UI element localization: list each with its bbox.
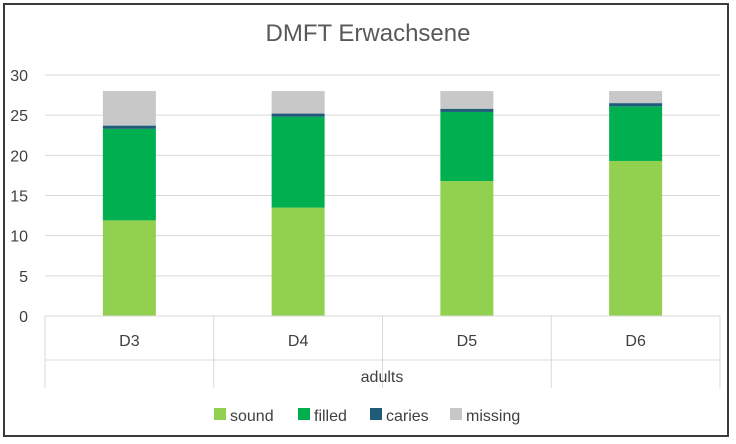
- bar-segment-caries: [102, 125, 156, 129]
- bar-segment-caries: [609, 103, 663, 107]
- legend-swatch-sound: [214, 408, 226, 420]
- bar-segment-filled: [102, 128, 156, 221]
- x-tick-label: D5: [457, 333, 478, 350]
- axes: 0 5 10 15 20 25 30 D3 D4 D5 D6: [10, 68, 721, 388]
- gridlines: [45, 74, 720, 277]
- bar-segment-sound: [440, 181, 494, 316]
- bar-segment-missing: [271, 91, 325, 114]
- x-tick-label: D6: [625, 333, 646, 350]
- legend-label-filled: filled: [314, 408, 347, 425]
- bar-segment-missing: [102, 91, 156, 126]
- bar-segment-sound: [609, 160, 663, 316]
- y-tick-label: 10: [10, 229, 28, 246]
- y-tick-label: 25: [10, 108, 28, 125]
- chart-title: DMFT Erwachsene: [266, 20, 471, 47]
- bar-segment-missing: [440, 91, 494, 109]
- x-axis-title: adults: [361, 369, 404, 386]
- y-tick-label: 5: [19, 269, 28, 286]
- legend-label-sound: sound: [230, 408, 274, 425]
- bar-segment-sound: [271, 207, 325, 316]
- bar-segment-missing: [609, 91, 663, 104]
- legend-label-caries: caries: [386, 408, 429, 425]
- bar-segment-caries: [440, 108, 494, 112]
- y-tick-label: 0: [19, 309, 28, 326]
- x-tick-label: D4: [288, 333, 309, 350]
- y-tick-label: 30: [10, 68, 28, 85]
- bar-segment-filled: [271, 116, 325, 208]
- bar-segment-caries: [271, 113, 325, 117]
- bar-segment-filled: [609, 106, 663, 161]
- legend-swatch-filled: [298, 408, 310, 420]
- y-tick-label: 20: [10, 148, 28, 165]
- bar-segment-sound: [102, 220, 156, 316]
- legend-label-missing: missing: [466, 408, 520, 425]
- bars: [102, 91, 663, 316]
- legend-swatch-missing: [450, 408, 462, 420]
- legend: sound filled caries missing: [214, 408, 520, 425]
- legend-swatch-caries: [370, 408, 382, 420]
- x-tick-label: D3: [119, 333, 140, 350]
- y-tick-label: 15: [10, 189, 28, 206]
- bar-segment-filled: [440, 111, 494, 182]
